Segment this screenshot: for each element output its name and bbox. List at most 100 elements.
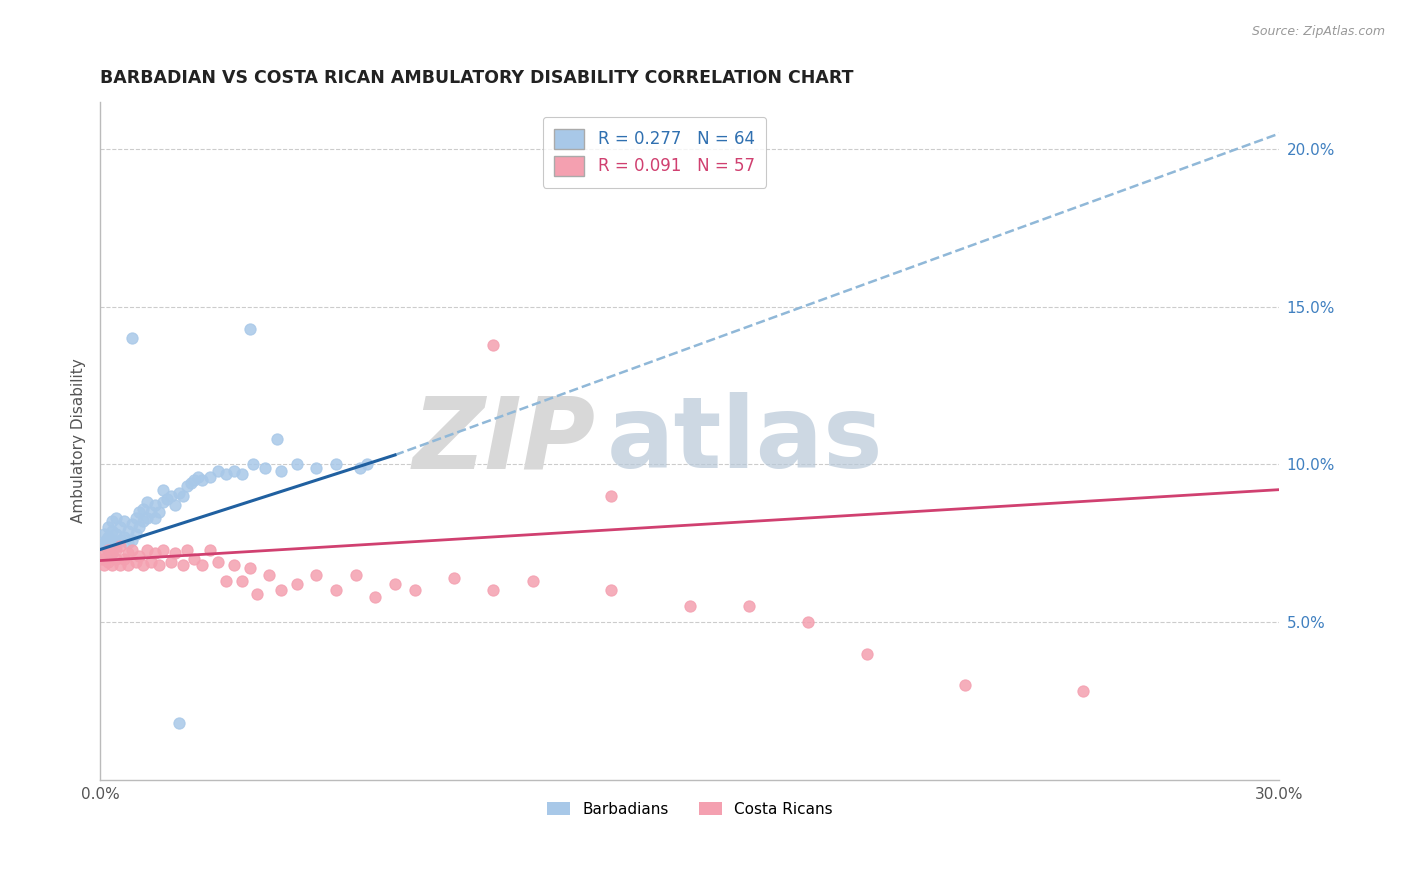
Point	[104, 511, 127, 525]
Point	[172, 558, 194, 573]
Point	[305, 460, 328, 475]
Point	[231, 467, 253, 481]
Point	[117, 524, 139, 538]
Point	[101, 514, 124, 528]
Point	[148, 505, 170, 519]
Point	[94, 533, 117, 547]
Point	[254, 460, 277, 475]
Point	[285, 458, 308, 472]
Point	[101, 524, 124, 538]
Point	[200, 542, 222, 557]
Point	[325, 458, 347, 472]
Point	[128, 505, 150, 519]
Point	[183, 552, 205, 566]
Point	[191, 473, 214, 487]
Point	[257, 567, 280, 582]
Point	[163, 499, 186, 513]
Text: atlas: atlas	[607, 392, 884, 490]
Point	[855, 647, 877, 661]
Text: Source: ZipAtlas.com: Source: ZipAtlas.com	[1251, 25, 1385, 38]
Point	[384, 577, 406, 591]
Point	[522, 574, 544, 588]
Point	[215, 574, 238, 588]
Point	[152, 542, 174, 557]
Point	[143, 546, 166, 560]
Point	[207, 464, 229, 478]
Point	[231, 574, 253, 588]
Point	[124, 555, 146, 569]
Point	[600, 583, 623, 598]
Point	[167, 485, 190, 500]
Point	[270, 464, 292, 478]
Point	[176, 542, 198, 557]
Point	[141, 505, 163, 519]
Point	[270, 583, 292, 598]
Point	[148, 558, 170, 573]
Point	[101, 546, 124, 560]
Point	[121, 517, 143, 532]
Point	[108, 533, 131, 547]
Point	[242, 458, 264, 472]
Point	[101, 558, 124, 573]
Point	[91, 552, 114, 566]
Point	[187, 470, 209, 484]
Point	[112, 530, 135, 544]
Point	[97, 555, 120, 569]
Point	[108, 520, 131, 534]
Point	[238, 322, 260, 336]
Point	[160, 489, 183, 503]
Point	[156, 492, 179, 507]
Point	[124, 526, 146, 541]
Point	[104, 526, 127, 541]
Point	[117, 558, 139, 573]
Point	[238, 561, 260, 575]
Point	[97, 530, 120, 544]
Point	[482, 337, 505, 351]
Point	[404, 583, 426, 598]
Point	[349, 460, 371, 475]
Point	[679, 599, 702, 614]
Point	[143, 499, 166, 513]
Point	[167, 715, 190, 730]
Point	[128, 520, 150, 534]
Point	[152, 483, 174, 497]
Point	[176, 479, 198, 493]
Point	[207, 555, 229, 569]
Point	[108, 540, 131, 554]
Point	[93, 540, 115, 554]
Point	[104, 542, 127, 557]
Point	[104, 552, 127, 566]
Point	[132, 558, 155, 573]
Point	[222, 558, 245, 573]
Text: ZIP: ZIP	[412, 392, 595, 490]
Point	[344, 567, 367, 582]
Point	[152, 495, 174, 509]
Point	[600, 489, 623, 503]
Point	[112, 552, 135, 566]
Point	[246, 587, 269, 601]
Point	[124, 511, 146, 525]
Point	[128, 549, 150, 563]
Point	[143, 511, 166, 525]
Point	[172, 489, 194, 503]
Point	[738, 599, 761, 614]
Point	[325, 583, 347, 598]
Point	[98, 536, 121, 550]
Point	[97, 542, 120, 557]
Point	[482, 583, 505, 598]
Point	[305, 567, 328, 582]
Point	[364, 590, 387, 604]
Point	[180, 476, 202, 491]
Point	[93, 526, 115, 541]
Point	[160, 555, 183, 569]
Legend: Barbadians, Costa Ricans: Barbadians, Costa Ricans	[541, 796, 839, 822]
Point	[356, 458, 378, 472]
Point	[97, 542, 120, 557]
Point	[191, 558, 214, 573]
Point	[183, 473, 205, 487]
Point	[796, 615, 818, 629]
Point	[93, 546, 115, 560]
Point	[93, 558, 115, 573]
Point	[101, 533, 124, 547]
Text: BARBADIAN VS COSTA RICAN AMBULATORY DISABILITY CORRELATION CHART: BARBADIAN VS COSTA RICAN AMBULATORY DISA…	[100, 69, 853, 87]
